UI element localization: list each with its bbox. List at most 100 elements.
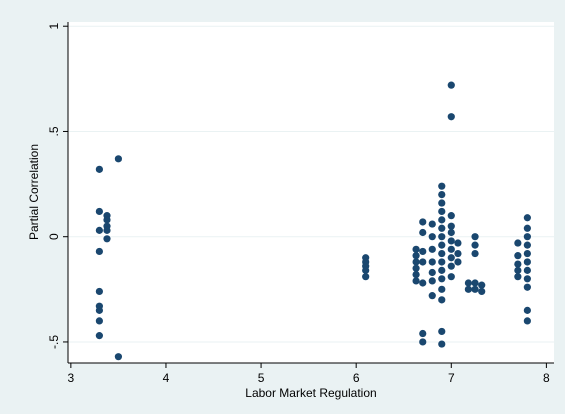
data-point <box>412 252 420 260</box>
data-point <box>523 266 531 274</box>
data-point <box>447 228 455 237</box>
data-point <box>471 241 479 249</box>
data-point <box>438 199 446 207</box>
data-point <box>428 277 436 285</box>
data-point <box>447 81 455 89</box>
data-point <box>464 285 473 293</box>
data-point <box>95 332 103 340</box>
data-point <box>447 254 455 262</box>
data-point <box>523 249 531 258</box>
data-point <box>438 258 446 266</box>
data-point <box>412 277 420 285</box>
data-point <box>95 207 103 216</box>
data-point <box>454 249 462 258</box>
data-point <box>471 233 479 241</box>
data-point <box>95 165 103 173</box>
data-point <box>438 233 446 241</box>
data-point <box>523 275 531 283</box>
data-point <box>428 220 436 228</box>
data-point <box>438 216 446 224</box>
data-point <box>438 340 446 348</box>
data-point <box>514 252 522 260</box>
data-point <box>428 233 436 241</box>
data-point <box>412 258 420 266</box>
data-point <box>419 329 427 338</box>
data-point <box>95 317 103 325</box>
data-point <box>438 327 446 336</box>
plot-area <box>68 22 554 363</box>
data-point <box>514 273 522 281</box>
y-tick-label: 0 <box>47 233 61 240</box>
data-point <box>438 182 446 190</box>
data-point <box>447 113 455 121</box>
data-point <box>412 245 420 253</box>
x-tick-label: 6 <box>353 371 360 385</box>
data-point <box>438 275 446 283</box>
data-point <box>514 266 522 274</box>
data-point <box>362 266 370 274</box>
data-point <box>523 258 531 266</box>
data-point <box>419 258 427 266</box>
data-point <box>419 338 427 346</box>
data-point <box>428 245 436 253</box>
data-point <box>523 241 531 249</box>
y-tick-label: -.5 <box>47 335 61 349</box>
x-axis-label: Labor Market Regulation <box>245 386 376 400</box>
data-point <box>419 218 427 226</box>
data-point <box>428 258 436 266</box>
data-point <box>438 266 446 274</box>
data-point <box>471 279 479 287</box>
x-tick-label: 5 <box>258 371 265 385</box>
data-point <box>523 233 531 241</box>
data-point <box>523 283 531 291</box>
data-point <box>438 285 446 293</box>
data-point <box>514 239 522 247</box>
data-point <box>523 214 531 222</box>
y-tick-label: .5 <box>47 126 61 136</box>
data-point <box>95 226 103 234</box>
data-point <box>464 279 473 287</box>
data-point <box>454 239 462 247</box>
data-point <box>103 226 111 234</box>
data-point <box>438 296 446 304</box>
data-point <box>114 155 123 163</box>
data-point <box>447 237 455 245</box>
data-point <box>438 191 446 199</box>
data-point <box>454 258 462 266</box>
x-tick-label: 7 <box>448 371 455 385</box>
data-point <box>95 306 103 314</box>
data-point <box>447 245 455 253</box>
data-point <box>95 287 103 296</box>
y-tick-label: 1 <box>47 23 61 30</box>
data-point <box>471 285 479 293</box>
data-point <box>419 279 427 287</box>
data-point <box>478 287 486 296</box>
y-axis-label: Partial Correlation <box>27 144 41 240</box>
data-point <box>447 273 455 281</box>
data-point <box>412 264 420 272</box>
data-point <box>428 292 436 300</box>
data-point <box>114 353 123 361</box>
data-point <box>514 260 522 268</box>
data-point <box>523 224 531 232</box>
data-point <box>95 247 103 256</box>
data-point <box>478 281 486 289</box>
data-point <box>362 273 370 281</box>
data-point <box>447 212 455 220</box>
x-tick-label: 3 <box>68 371 75 385</box>
data-point <box>438 241 446 249</box>
data-points <box>95 81 531 361</box>
data-point <box>523 317 531 325</box>
data-point <box>419 247 427 256</box>
data-point <box>419 228 427 237</box>
x-tick-label: 4 <box>163 371 170 385</box>
x-tick-label: 8 <box>543 371 550 385</box>
data-point <box>438 249 446 258</box>
data-point <box>523 306 531 314</box>
data-point <box>438 224 446 232</box>
data-point <box>447 262 455 270</box>
data-point <box>471 249 479 258</box>
x-axis: 3 4 5 6 7 8 <box>68 362 554 385</box>
data-point <box>103 216 111 224</box>
